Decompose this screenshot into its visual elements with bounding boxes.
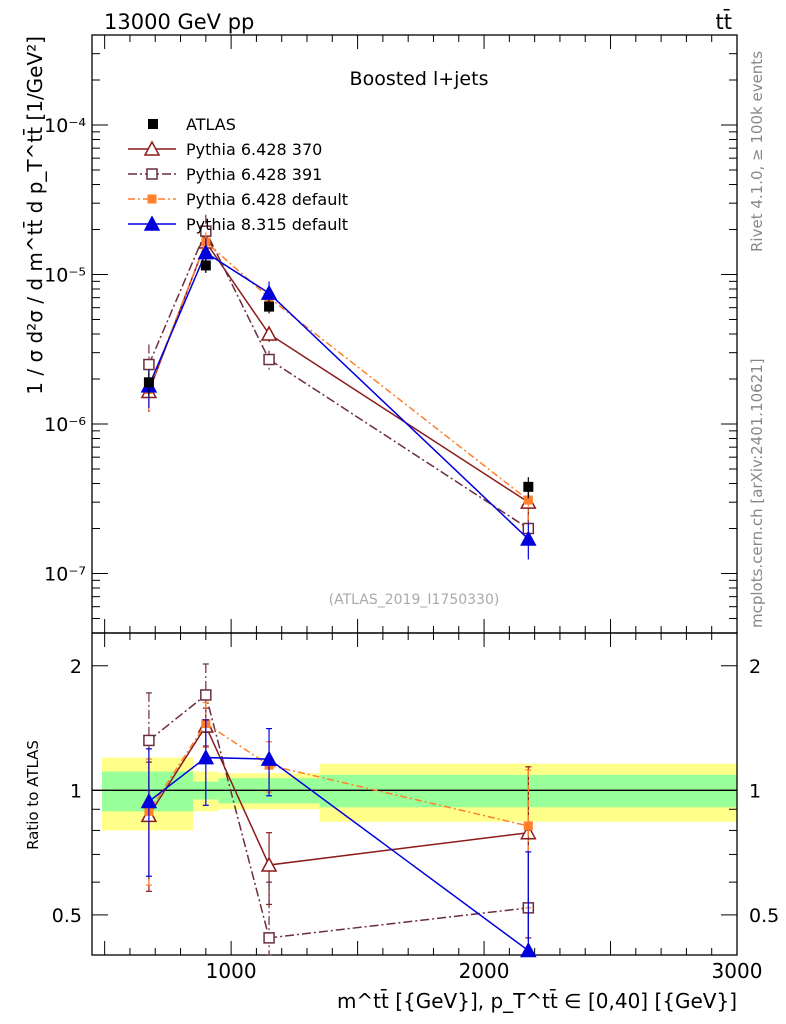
legend-label: Pythia 6.428 391 (186, 165, 322, 184)
x-tick-label: 1000 (206, 959, 257, 983)
ratio-tick-label: 1 (70, 780, 82, 802)
header-left: 13000 GeV pp (104, 10, 254, 34)
rivet-label: Rivet 4.1.0, ≥ 100k events (748, 51, 766, 252)
y-tick-label: 10⁻⁶ (44, 414, 86, 436)
analysis-label: (ATLAS_2019_I1750330) (329, 592, 500, 608)
ratio-tick-label-right: 0.5 (749, 905, 779, 927)
legend-label: Pythia 8.315 default (186, 215, 348, 234)
legend-label: Pythia 6.428 370 (186, 140, 322, 159)
x-tick-label: 2000 (459, 959, 510, 983)
x-axis-label: m^tt̄ [{GeV}], p_T^tt̄ ∈ [0,40] [{GeV}] (337, 988, 737, 1013)
data-point (200, 260, 211, 271)
y-axis-label: 1 / σ d²σ / d m^tt̄ d p_T^tt̄ [1/GeV²] (22, 36, 47, 395)
ratio-y-axis-label: Ratio to ATLAS (24, 740, 42, 850)
legend-marker (147, 194, 157, 204)
series-point (263, 353, 275, 366)
series-point (143, 358, 155, 371)
series-point (260, 325, 278, 341)
main-panel: 10⁻⁷ 10⁻⁶ 10⁻⁵ 10⁻⁴ (44, 34, 738, 955)
ratio-tick-label: 0.5 (52, 905, 82, 927)
y-tick-label: 10⁻⁵ (44, 265, 86, 287)
legend-label-atlas: ATLAS (186, 115, 236, 134)
legend-marker (143, 215, 161, 231)
ratio-point (263, 932, 275, 944)
legend-marker (143, 140, 161, 156)
legend-label: Pythia 6.428 default (186, 190, 348, 209)
legend: ATLAS Pythia 6.428 370 Pythia 6.428 391 Pyt… (128, 115, 348, 234)
ratio-tick-label-right: 2 (749, 656, 761, 678)
data-point (523, 481, 534, 492)
ratio-line (148, 756, 529, 952)
ratio-point (143, 734, 155, 747)
series-point (260, 284, 278, 300)
y-tick-label: 10⁻⁴ (44, 115, 86, 137)
ratio-frame (91, 632, 738, 956)
ratio-tick-label-right: 1 (749, 780, 761, 802)
series-line (148, 229, 529, 530)
series-line (148, 240, 529, 503)
ratio-point (140, 792, 158, 809)
ratio-point (260, 750, 278, 766)
legend-marker-atlas (148, 119, 158, 129)
ratio-point (520, 941, 537, 958)
ratio-point (260, 856, 278, 872)
plot-title: Boosted l+jets (350, 68, 489, 90)
ratio-point (197, 748, 215, 765)
data-point (264, 301, 275, 312)
ratio-panel: 1000 2000 3000 0.5 0.5 1 1 2 2 (52, 632, 779, 983)
mcplots-label: mcplots.cern.ch [arXiv:2401.10621] (748, 358, 766, 628)
series-point (523, 495, 533, 505)
series-line (148, 240, 529, 501)
header-right: tt̄ (716, 9, 732, 34)
ratio-point (523, 821, 533, 831)
ratio-line (148, 693, 529, 939)
series-point (520, 530, 537, 546)
ratio-point (200, 689, 212, 701)
y-tick-label: 10⁻⁷ (44, 564, 86, 586)
ratio-line (148, 724, 529, 866)
x-tick-label: 3000 (712, 959, 763, 983)
data-point (143, 377, 154, 388)
legend-marker (146, 168, 158, 180)
series-line (148, 251, 529, 540)
ratio-tick-label: 2 (70, 656, 82, 678)
